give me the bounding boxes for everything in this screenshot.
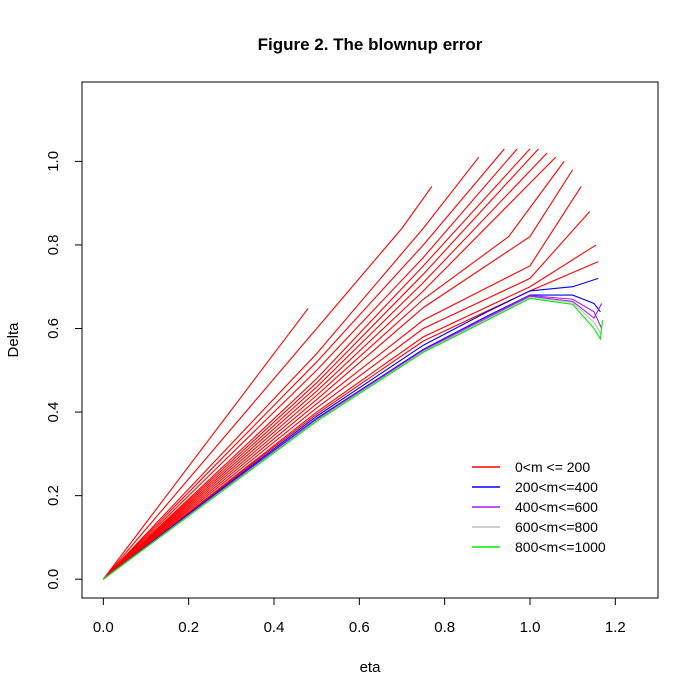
x-axis: 0.0 0.2 0.4 0.6 0.8 1.0 1.2 (93, 597, 626, 636)
series-line-21 (103, 297, 604, 580)
y-tick-label: 0.2 (45, 485, 62, 506)
series-line-13 (102, 211, 591, 580)
x-tick-label: 1.0 (520, 619, 541, 636)
series-line-19 (103, 295, 603, 580)
series-line-10 (102, 161, 565, 580)
series-line-16 (102, 277, 599, 580)
x-tick-label: 1.2 (605, 619, 626, 636)
legend-label: 600<m<=800 (515, 519, 598, 535)
x-tick-label: 0.0 (93, 619, 114, 636)
series-line-17 (102, 294, 601, 580)
legend-label: 0<m <= 200 (515, 459, 590, 475)
y-tick-label: 0.8 (45, 235, 62, 256)
series-line-18 (102, 294, 603, 580)
x-tick-label: 0.8 (434, 619, 455, 636)
series-line-3 (102, 156, 480, 580)
series-line-5 (102, 148, 518, 580)
y-tick-label: 0.4 (45, 402, 62, 423)
series-line-1 (102, 308, 309, 580)
series-line-9 (102, 156, 556, 580)
y-tick-label: 1.0 (45, 151, 62, 172)
series-line-15 (102, 261, 599, 580)
x-tick-label: 0.6 (349, 619, 370, 636)
series-line-12 (102, 186, 582, 580)
chart-title: Figure 2. The blownup error (258, 35, 483, 54)
y-axis: 0.0 0.2 0.4 0.6 0.8 1.0 (45, 151, 83, 590)
legend-label: 400<m<=600 (515, 499, 598, 515)
y-tick-label: 0.0 (45, 569, 62, 590)
legend: 0<m <= 200 200<m<=400 400<m<=600 600<m<=800… (472, 459, 606, 555)
y-axis-label: Delta (5, 322, 22, 358)
series-layer (102, 148, 604, 580)
series-line-20 (103, 296, 603, 580)
x-tick-label: 0.4 (264, 619, 285, 636)
y-tick-label: 0.6 (45, 318, 62, 339)
x-tick-label: 0.2 (178, 619, 199, 636)
series-line-2 (102, 186, 433, 580)
series-line-4 (102, 148, 505, 580)
series-line-8 (102, 152, 548, 580)
series-line-7 (102, 148, 539, 580)
x-axis-label: eta (360, 659, 382, 676)
legend-label: 800<m<=1000 (515, 539, 606, 555)
legend-label: 200<m<=400 (515, 479, 598, 495)
series-line-6 (102, 148, 531, 580)
series-line-11 (102, 169, 574, 580)
